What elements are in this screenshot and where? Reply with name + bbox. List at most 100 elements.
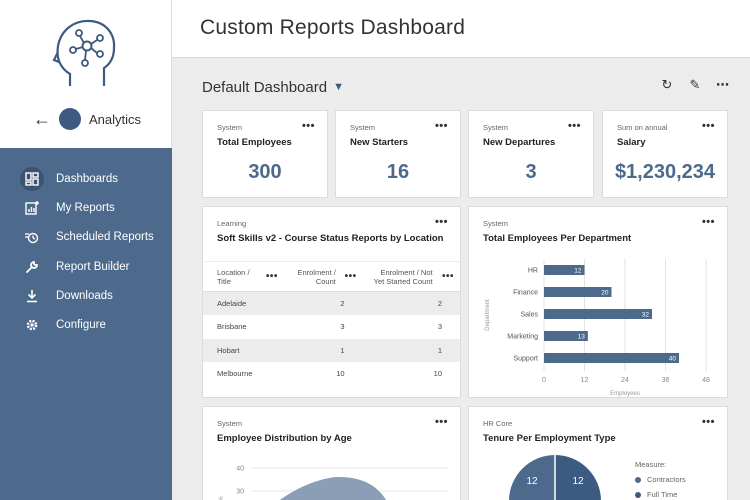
course-status-table: Location / Title ••• Enrolment / Count •••… [203, 261, 460, 386]
y-axis-label: Department [485, 299, 491, 331]
column-menu-icon[interactable]: ••• [441, 271, 454, 282]
column-menu-icon[interactable]: ••• [265, 271, 278, 282]
sidebar-item-label: Configure [56, 319, 106, 332]
sidebar-item-label: Downloads [56, 289, 113, 302]
kpi-card-total-employees: System Total Employees ••• 300 [202, 110, 328, 198]
pie-slice [509, 455, 555, 500]
edit-pencil-icon[interactable]: ✎ [689, 77, 701, 92]
sidebar-item-dashboards[interactable]: Dashboards [0, 164, 172, 193]
x-tick-label: 24 [621, 377, 629, 384]
table-header[interactable]: Enrolment / Not Yet Started Count ••• [362, 261, 460, 292]
dept-bar-chart: 0 12 24 36 48 HR 12 Finance 20 Sales 32 Marketing 13… [485, 259, 710, 397]
soft-skills-table-card: Learning Soft Skills v2 - Course Status … [202, 206, 461, 398]
tenure-chart-card: HR Core Tenure Per Employment Type ••• 1… [468, 406, 728, 500]
tenure-legend: Measure: Contractors Full Time [635, 460, 686, 499]
y-axis-label: % [218, 496, 225, 500]
tenure-pie-chart: 12 12 [509, 455, 601, 500]
table-cell: 1 [362, 338, 460, 362]
table-cell: Melbourne [217, 369, 253, 379]
sidebar-item-scheduled-reports[interactable]: Scheduled Reports [0, 223, 172, 252]
card-title: New Starters [350, 137, 409, 148]
legend-title: Measure: [635, 460, 667, 469]
x-tick-label: 0 [542, 377, 546, 384]
slice-label: 12 [526, 476, 538, 487]
sidebar-item-downloads[interactable]: Downloads [0, 281, 172, 310]
category-label: HR [528, 268, 538, 275]
sidebar-item-label: Report Builder [56, 260, 130, 273]
table-row[interactable]: Melbourne 10 10 [203, 362, 460, 386]
card-source: System [483, 219, 509, 228]
bar-value-label: 32 [642, 312, 650, 319]
table-cell: 2 [362, 291, 460, 315]
table-cell: 3 [437, 322, 442, 332]
bar-value-label: 12 [574, 268, 582, 275]
chevron-down-icon[interactable]: ▼ [333, 81, 344, 93]
kpi-value: 3 [525, 161, 537, 183]
card-menu-icon[interactable]: ••• [434, 120, 448, 132]
download-icon [20, 284, 44, 308]
sidebar-item-my-reports[interactable]: My Reports [0, 193, 172, 222]
kpi-value: 300 [248, 161, 282, 183]
table-row[interactable]: Adelaide 2 2 [203, 291, 460, 315]
card-title: New Departures [483, 137, 556, 148]
table-row[interactable]: Brisbane 3 3 [203, 315, 460, 339]
table-header[interactable]: Location / Title ••• [203, 261, 284, 292]
column-menu-icon[interactable]: ••• [344, 271, 357, 282]
card-source: System [350, 123, 376, 132]
column-label: Location / Title [217, 267, 250, 286]
card-title: Tenure Per Employment Type [483, 433, 616, 444]
table-row[interactable]: Hobart 1 1 [203, 338, 460, 362]
card-source: Learning [217, 219, 247, 228]
brain-head-logo-icon [52, 19, 116, 86]
legend-item-contractors[interactable]: Contractors [635, 475, 686, 484]
gear-icon [20, 313, 44, 337]
card-menu-icon[interactable]: ••• [567, 120, 581, 132]
card-menu-icon[interactable]: ••• [701, 416, 715, 428]
sidebar-item-label: Scheduled Reports [56, 231, 154, 244]
refresh-icon[interactable]: ↻ [661, 77, 673, 92]
dept-chart-card: System Total Employees Per Department ••… [468, 206, 728, 398]
logo-area: ← Analytics [0, 0, 172, 148]
app-row: ← Analytics [33, 108, 141, 136]
category-label: Marketing [507, 334, 538, 341]
age-chart-card: System Employee Distribution by Age ••• … [202, 406, 461, 500]
scheduled-clock-icon [20, 225, 44, 249]
wrench-icon [20, 255, 44, 279]
sidebar-nav: Dashboards My Reports Scheduled Reports … [0, 148, 172, 500]
bar [544, 287, 612, 297]
card-menu-icon[interactable]: ••• [701, 120, 715, 132]
card-menu-icon[interactable]: ••• [434, 216, 448, 228]
sidebar-item-report-builder[interactable]: Report Builder [0, 252, 172, 281]
kpi-card-new-starters: System New Starters ••• 16 [335, 110, 461, 198]
legend-label: Contractors [647, 475, 686, 484]
sidebar-item-label: My Reports [56, 201, 115, 214]
table-header[interactable]: Enrolment / Count ••• [283, 261, 363, 292]
table-cell: 1 [283, 338, 363, 362]
legend-swatch [635, 491, 641, 498]
kpi-value: 16 [386, 161, 410, 183]
page-header: Custom Reports Dashboard [172, 0, 750, 58]
kpi-card-new-departures: System New Departures ••• 3 [468, 110, 594, 198]
legend-item-full-time[interactable]: Full Time [635, 490, 686, 499]
x-tick-label: 48 [702, 377, 710, 384]
bar [544, 309, 652, 319]
card-title: Employee Distribution by Age [217, 433, 352, 444]
dashboard-icon [20, 166, 44, 191]
sidebar-item-configure[interactable]: Configure [0, 310, 172, 339]
card-menu-icon[interactable]: ••• [434, 416, 448, 428]
card-menu-icon[interactable]: ••• [301, 120, 315, 132]
back-arrow-icon[interactable]: ← [33, 109, 51, 129]
area-shape [279, 477, 386, 500]
table-cell: 10 [433, 369, 442, 379]
table-cell: 10 [336, 369, 345, 379]
card-source: HR Core [483, 419, 513, 428]
category-label: Sales [520, 312, 538, 319]
y-tick-label: 40 [236, 466, 244, 473]
card-title: Soft Skills v2 - Course Status Reports b… [217, 233, 444, 244]
dashboard-tools: ↻ ✎ ⋯ [660, 77, 730, 92]
x-tick-label: 36 [662, 377, 670, 384]
card-title: Total Employees Per Department [483, 233, 632, 244]
card-menu-icon[interactable]: ••• [701, 216, 715, 228]
more-options-icon[interactable]: ⋯ [716, 77, 730, 92]
dashboard-select[interactable]: Default Dashboard [202, 78, 328, 96]
